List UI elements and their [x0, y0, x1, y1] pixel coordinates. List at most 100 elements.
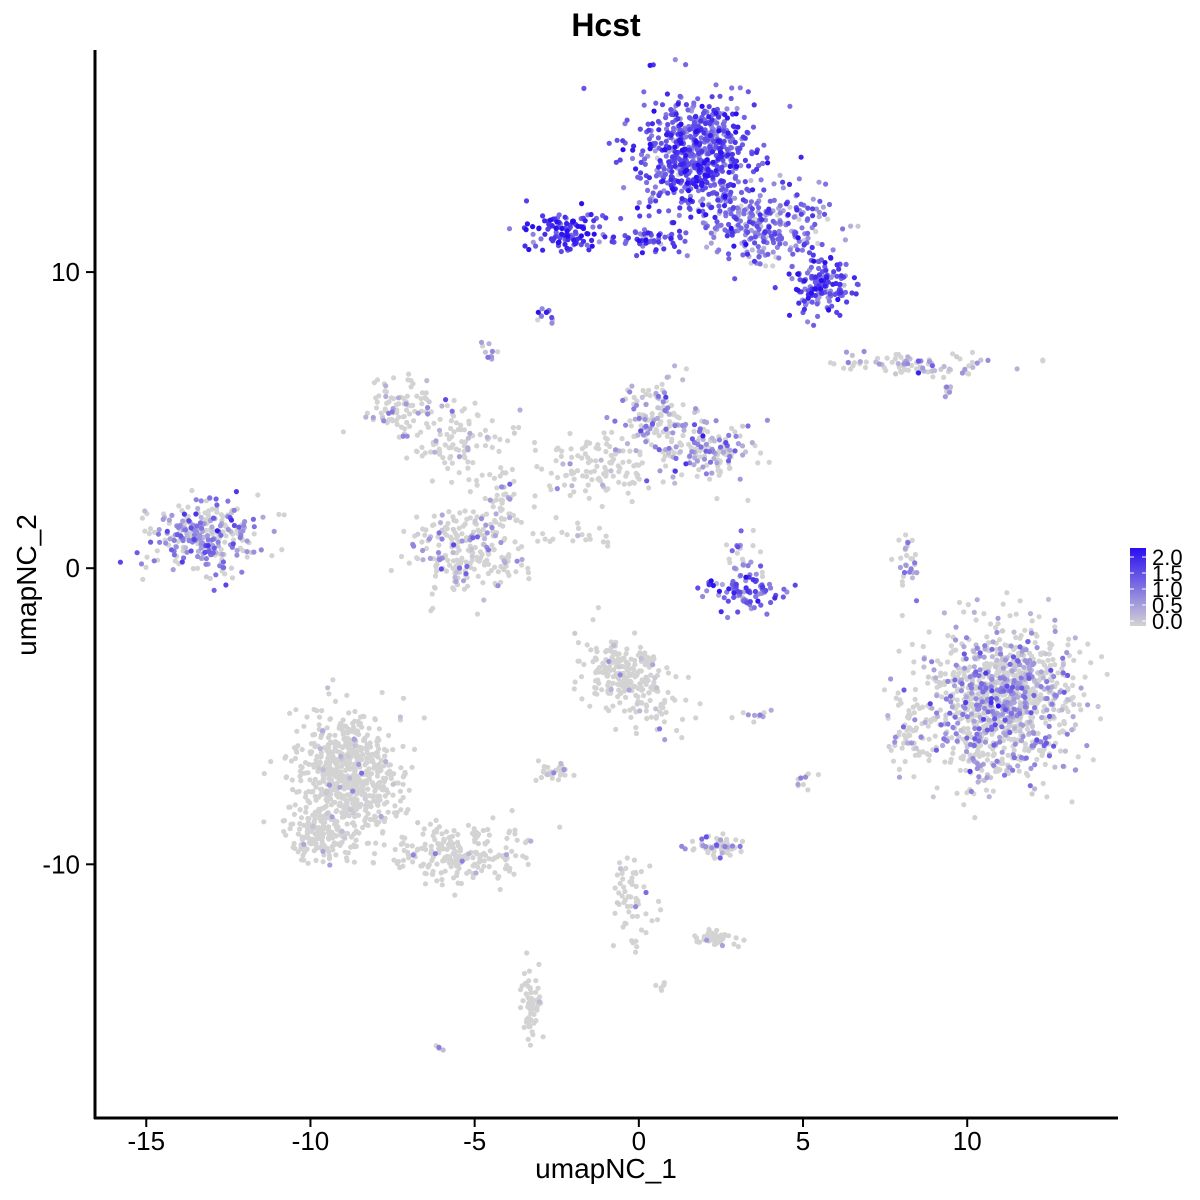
scatter-point [749, 151, 755, 157]
scatter-point [908, 740, 915, 746]
scatter-point [967, 682, 973, 688]
scatter-point [172, 558, 178, 564]
scatter-point [805, 216, 811, 222]
scatter-point [992, 716, 998, 722]
scatter-point [170, 567, 176, 573]
scatter-point [647, 199, 654, 205]
scatter-point [666, 419, 673, 425]
scatter-point [642, 662, 648, 668]
scatter-point [356, 830, 362, 836]
scatter-point [949, 704, 955, 710]
scatter-point [512, 539, 518, 545]
scatter-point [845, 359, 851, 366]
scatter-point [477, 432, 483, 438]
scatter-point [563, 472, 569, 479]
scatter-point [942, 394, 948, 400]
scatter-point [459, 439, 465, 445]
scatter-point [489, 542, 495, 548]
scatter-point [326, 782, 332, 788]
scatter-point [475, 412, 481, 419]
scatter-point [422, 450, 428, 456]
scatter-point [910, 556, 916, 562]
scatter-point [770, 263, 776, 269]
scatter-point [520, 853, 526, 859]
scatter-point [528, 990, 534, 996]
scatter-point [842, 237, 849, 243]
scatter-point [1023, 755, 1029, 761]
scatter-point [347, 737, 353, 744]
scatter-point [654, 384, 660, 390]
scatter-point [400, 414, 406, 420]
scatter-point [751, 719, 757, 725]
scatter-point [731, 941, 737, 947]
scatter-point [983, 685, 989, 691]
scatter-point [594, 463, 600, 469]
scatter-point [558, 453, 564, 459]
scatter-point [504, 835, 510, 842]
scatter-point [1070, 675, 1076, 681]
scatter-point [609, 429, 615, 435]
scatter-point [359, 724, 365, 730]
scatter-point [617, 157, 623, 163]
scatter-point [225, 498, 231, 504]
scatter-point [1044, 707, 1050, 713]
scatter-point [671, 450, 677, 456]
scatter-point [301, 723, 307, 729]
scatter-point [602, 435, 609, 441]
scatter-point [390, 792, 396, 798]
scatter-point [617, 700, 623, 706]
scatter-point [656, 208, 662, 214]
scatter-point [510, 425, 516, 431]
scatter-point [383, 389, 389, 395]
scatter-point [648, 714, 654, 720]
scatter-point [724, 106, 730, 112]
scatter-point [540, 531, 546, 537]
scatter-point [313, 757, 319, 764]
scatter-point [345, 850, 352, 856]
scatter-point [448, 838, 454, 844]
scatter-point [345, 753, 351, 759]
scatter-point [489, 348, 495, 354]
scatter-point [189, 487, 195, 494]
scatter-point [629, 383, 635, 389]
scatter-point [335, 841, 341, 847]
scatter-point [664, 665, 670, 671]
scatter-point [948, 699, 954, 705]
scatter-point [1039, 752, 1045, 759]
scatter-point [459, 538, 465, 544]
scatter-point [663, 138, 669, 144]
scatter-point [423, 527, 429, 533]
scatter-point [299, 746, 305, 753]
scatter-point [661, 390, 668, 396]
scatter-point [1008, 643, 1014, 649]
scatter-point [665, 190, 671, 196]
scatter-point [596, 525, 603, 531]
scatter-point [624, 855, 630, 861]
scatter-point [979, 767, 985, 773]
scatter-point [538, 236, 544, 242]
scatter-point [650, 190, 656, 196]
scatter-point [926, 736, 932, 742]
scatter-point [404, 419, 410, 426]
scatter-point [768, 585, 774, 591]
scatter-point [672, 480, 678, 486]
scatter-point [660, 399, 666, 405]
scatter-point [443, 829, 450, 835]
scatter-point [1073, 767, 1079, 773]
scatter-point [411, 418, 417, 424]
scatter-point [608, 452, 614, 458]
scatter-point [787, 247, 793, 253]
scatter-point [716, 247, 722, 253]
scatter-point [322, 804, 328, 811]
scatter-point [658, 701, 664, 707]
scatter-point [770, 218, 776, 224]
scatter-point [1026, 650, 1033, 656]
scatter-point [533, 1018, 539, 1024]
scatter-point [653, 173, 660, 179]
scatter-point [624, 903, 631, 910]
scatter-point [597, 224, 603, 230]
scatter-point [999, 756, 1005, 762]
scatter-point [348, 844, 354, 850]
scatter-point [303, 804, 309, 811]
scatter-point [757, 261, 763, 267]
